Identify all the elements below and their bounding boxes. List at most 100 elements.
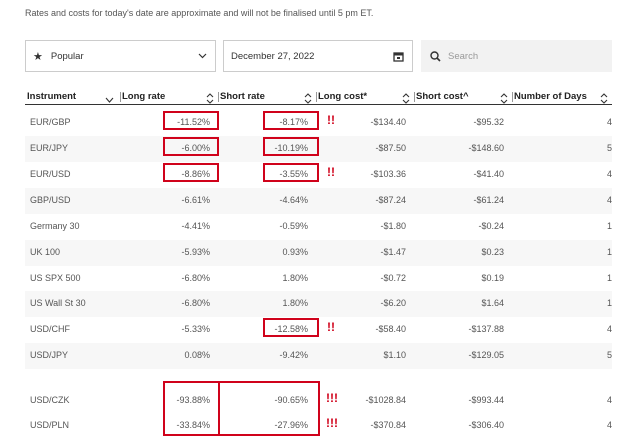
chevron — [198, 53, 207, 59]
rate-value: -$87.50 — [375, 143, 406, 153]
date-picker[interactable]: December 27, 2022 — [223, 40, 413, 72]
row-stripe — [25, 291, 612, 317]
rate-value: -4.64% — [279, 195, 308, 205]
rate-value: -$1.47 — [380, 247, 406, 257]
rate-value: 1.80% — [282, 273, 308, 283]
rate-value: -8.17% — [279, 117, 308, 127]
sort-icon[interactable] — [402, 91, 410, 109]
sort-icon[interactable] — [500, 91, 508, 109]
rate-value: -$137.88 — [468, 324, 504, 334]
column-header[interactable]: Long cost* — [318, 91, 368, 102]
rate-value: -0.59% — [279, 221, 308, 231]
highlight-box — [163, 381, 220, 436]
rate-value: -$6.20 — [380, 298, 406, 308]
rate-value: -$0.72 — [380, 273, 406, 283]
instrument-name: USD/CHF — [30, 324, 70, 334]
column-divider — [512, 92, 513, 102]
column-header[interactable]: Instrument — [27, 91, 77, 102]
calendar-icon — [393, 51, 404, 62]
rate-value: $1.10 — [383, 350, 406, 360]
search-placeholder: Search — [448, 50, 479, 62]
header-rule — [25, 104, 612, 105]
rate-value: $0.19 — [481, 273, 504, 283]
rate-value: -$0.24 — [478, 221, 504, 231]
rate-value: -$95.32 — [473, 117, 504, 127]
highlight-box — [263, 163, 319, 182]
column-header[interactable]: Number of Days — [514, 91, 587, 102]
rate-value: -$41.40 — [473, 169, 504, 179]
row-stripe — [25, 240, 612, 266]
watchlist-dropdown[interactable]: ★ Popular — [25, 40, 216, 72]
rate-value: 5 — [606, 143, 612, 153]
rate-value: -$148.60 — [468, 143, 504, 153]
highlight-box — [263, 111, 319, 130]
rate-value: 0.08% — [184, 350, 210, 360]
highlight-box — [218, 381, 320, 436]
search-icon — [430, 50, 441, 62]
rate-value: 1 — [606, 298, 612, 308]
rate-value: $1.64 — [481, 298, 504, 308]
search-box[interactable]: Search — [421, 40, 612, 72]
instrument-name: EUR/JPY — [30, 143, 69, 153]
rate-value: -9.42% — [279, 350, 308, 360]
sort-icon[interactable] — [206, 91, 214, 109]
rate-value: -5.93% — [181, 247, 210, 257]
sort-icon[interactable] — [600, 91, 608, 109]
column-header[interactable]: Long rate — [122, 91, 166, 102]
warning-flag: !! — [327, 113, 335, 127]
rate-value: -$993.44 — [468, 395, 504, 405]
rate-value: $0.23 — [481, 247, 504, 257]
rate-value: -$58.40 — [375, 324, 406, 334]
instrument-name: UK 100 — [30, 247, 61, 257]
highlight-box — [263, 318, 319, 337]
warning-flag: !!! — [326, 416, 338, 430]
rate-value: -$1028.84 — [365, 395, 406, 405]
rate-value: 5 — [606, 350, 612, 360]
highlight-box — [163, 137, 219, 156]
rate-value: 4 — [606, 117, 612, 127]
column-header[interactable]: Short cost^ — [416, 91, 469, 102]
instrument-name: Germany 30 — [30, 221, 80, 231]
column-divider — [218, 92, 219, 102]
rate-value: 1 — [606, 221, 612, 231]
rate-value: 1.80% — [282, 298, 308, 308]
rate-value: 4 — [606, 195, 612, 205]
watchlist-label: Popular — [50, 50, 84, 62]
column-divider — [414, 92, 415, 102]
column-divider — [120, 92, 121, 102]
disclaimer: Rates and costs for today's date are app… — [25, 8, 374, 18]
instrument-name: US Wall St 30 — [30, 298, 86, 308]
highlight-box — [263, 137, 319, 156]
instrument-name: US SPX 500 — [30, 273, 81, 283]
date-value: December 27, 2022 — [231, 50, 315, 62]
instrument-name: USD/JPY — [30, 350, 69, 360]
instrument-name: USD/PLN — [30, 420, 70, 430]
rate-value: -$306.40 — [468, 420, 504, 430]
row-stripe — [25, 343, 612, 369]
rate-value: -$370.84 — [370, 420, 406, 430]
rate-value: -90.65% — [274, 395, 308, 405]
column-header[interactable]: Short rate — [220, 91, 265, 102]
rate-value: 4 — [606, 395, 612, 405]
rate-value: -$129.05 — [468, 350, 504, 360]
rate-value: -$1.80 — [380, 221, 406, 231]
sort-icon[interactable] — [105, 91, 114, 109]
rate-value: -4.41% — [181, 221, 210, 231]
rate-value: 4 — [606, 324, 612, 334]
rate-value: 4 — [606, 169, 612, 179]
rate-value: 0.93% — [282, 247, 308, 257]
rate-value: -$103.36 — [370, 169, 406, 179]
sort-icon[interactable] — [304, 91, 312, 109]
warning-flag: !! — [327, 320, 335, 334]
rate-value: -6.80% — [181, 273, 210, 283]
rate-value: -11.52% — [177, 117, 210, 127]
rate-value: 1 — [606, 273, 612, 283]
warning-flag: !!! — [326, 391, 338, 405]
rate-value: -27.96% — [274, 420, 308, 430]
rate-value: -$87.24 — [375, 195, 406, 205]
instrument-name: GBP/USD — [30, 195, 71, 205]
rate-value: -3.55% — [279, 169, 308, 179]
rate-value: -33.84% — [176, 420, 210, 430]
rate-value: -10.19% — [274, 143, 308, 153]
